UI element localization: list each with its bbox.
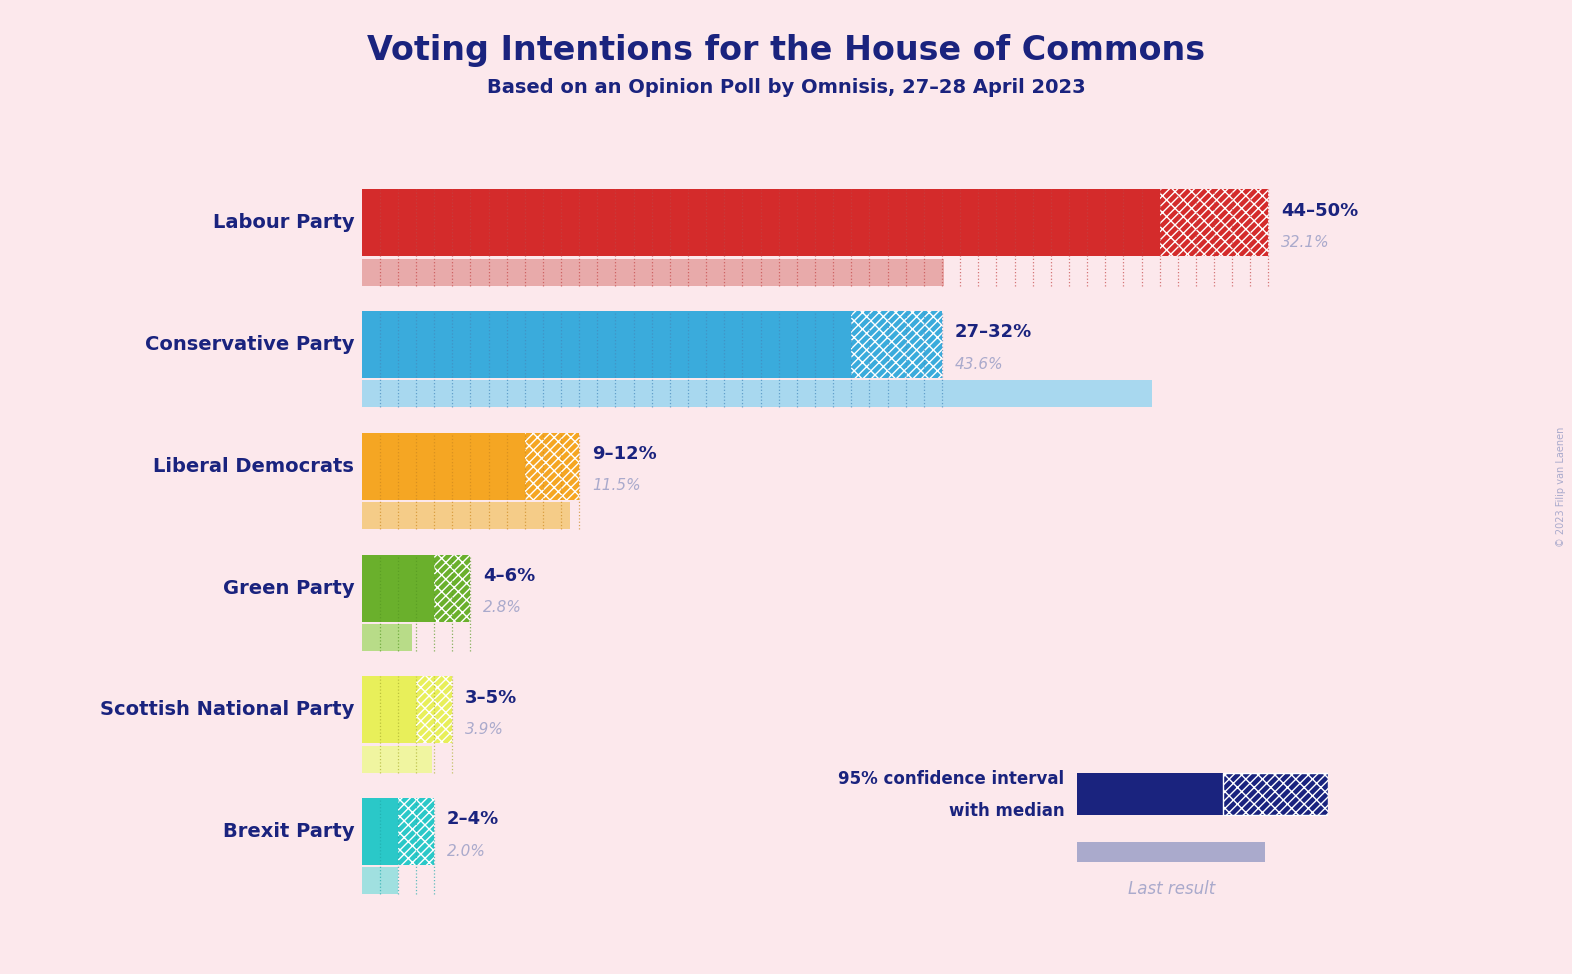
Bar	[362, 554, 434, 621]
Text: © 2023 Filip van Laenen: © 2023 Filip van Laenen	[1556, 427, 1566, 547]
Text: Labour Party: Labour Party	[212, 213, 354, 233]
Bar	[434, 554, 470, 621]
Text: with median: with median	[948, 803, 1064, 820]
Text: 43.6%: 43.6%	[954, 356, 1003, 371]
Text: Green Party: Green Party	[223, 579, 354, 598]
Text: Scottish National Party: Scottish National Party	[101, 700, 354, 720]
Text: 4–6%: 4–6%	[483, 567, 536, 584]
Bar	[362, 798, 398, 865]
Bar	[362, 189, 1160, 256]
Text: 44–50%: 44–50%	[1281, 202, 1358, 219]
Bar	[1160, 189, 1269, 256]
Bar	[362, 381, 1152, 407]
Bar	[1077, 773, 1223, 814]
Bar	[398, 798, 434, 865]
Bar	[362, 259, 943, 285]
Text: 95% confidence interval: 95% confidence interval	[838, 770, 1064, 788]
Bar	[362, 432, 525, 500]
Bar	[362, 746, 432, 772]
Text: 2–4%: 2–4%	[446, 810, 498, 828]
Bar	[362, 868, 398, 894]
Text: 11.5%: 11.5%	[593, 478, 640, 493]
Bar	[1223, 773, 1328, 814]
Text: 3–5%: 3–5%	[465, 689, 517, 706]
Bar	[525, 432, 578, 500]
Text: 2.0%: 2.0%	[446, 843, 486, 858]
Text: 2.8%: 2.8%	[483, 600, 522, 615]
Text: 32.1%: 32.1%	[1281, 235, 1330, 249]
Text: Last result: Last result	[1127, 880, 1215, 898]
Text: 27–32%: 27–32%	[954, 323, 1031, 341]
Bar	[362, 676, 417, 743]
Text: 3.9%: 3.9%	[465, 722, 503, 736]
Text: Based on an Opinion Poll by Omnisis, 27–28 April 2023: Based on an Opinion Poll by Omnisis, 27–…	[487, 78, 1085, 97]
Text: Liberal Democrats: Liberal Democrats	[154, 457, 354, 476]
Text: Voting Intentions for the House of Commons: Voting Intentions for the House of Commo…	[366, 34, 1206, 67]
Text: 9–12%: 9–12%	[593, 445, 657, 463]
Bar	[362, 624, 412, 651]
Text: Conservative Party: Conservative Party	[145, 335, 354, 355]
Text: Brexit Party: Brexit Party	[223, 822, 354, 842]
Bar	[852, 311, 942, 378]
Bar	[362, 503, 571, 529]
Bar	[362, 311, 852, 378]
Bar	[417, 676, 453, 743]
